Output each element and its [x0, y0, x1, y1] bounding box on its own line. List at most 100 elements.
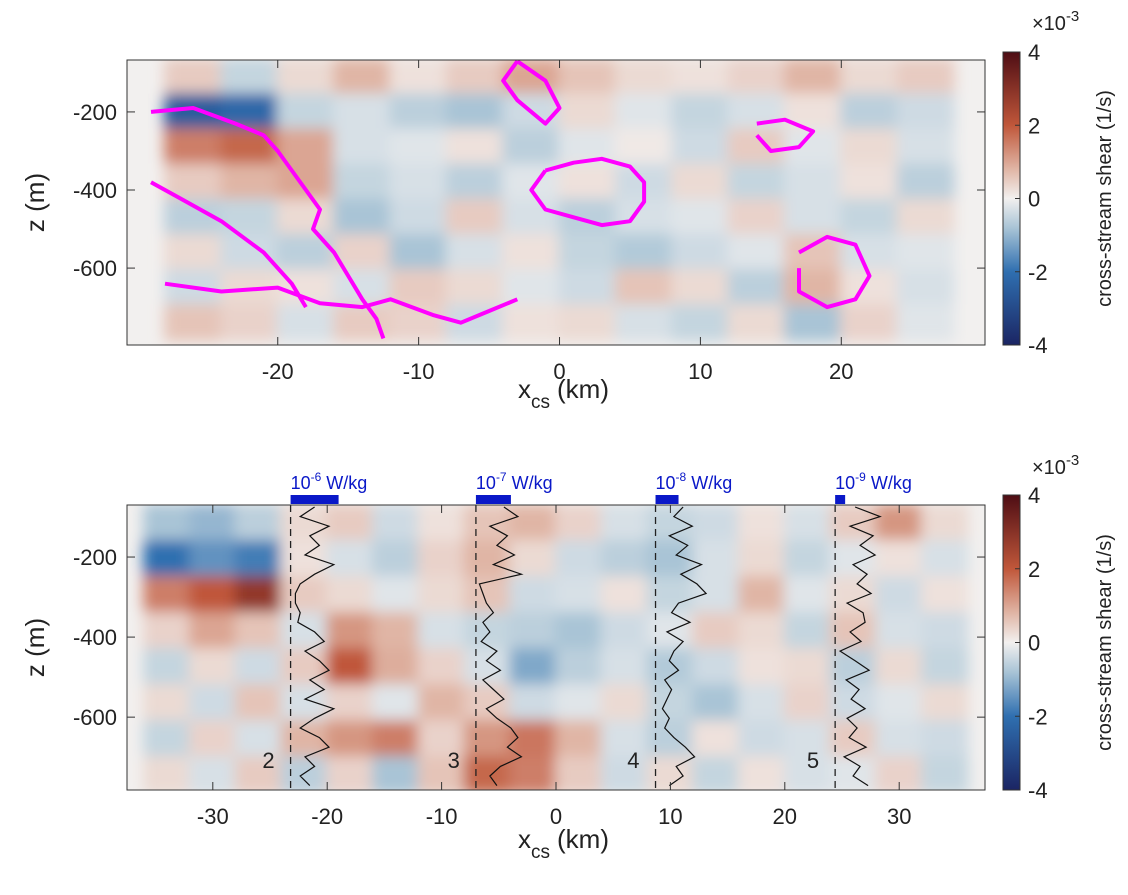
field-cell	[671, 269, 730, 307]
field-cell	[558, 269, 617, 307]
field-cell	[875, 540, 924, 579]
colorbar-tick-label: -4	[1028, 778, 1048, 803]
field-cell	[502, 304, 561, 342]
colorbar-tick-label: -2	[1028, 260, 1048, 285]
x-tick-label: -20	[262, 359, 294, 384]
field-cell	[164, 233, 223, 272]
field-clip	[127, 505, 985, 790]
field-cell	[143, 576, 191, 615]
colorbar-tick-label: 0	[1028, 631, 1040, 656]
field-cell	[326, 720, 374, 759]
field-cell	[600, 540, 649, 579]
field-cell	[326, 756, 374, 790]
field-cell	[502, 233, 561, 272]
y-tick-label: -400	[73, 625, 117, 650]
scale-exp: -9	[855, 470, 866, 484]
field-cell	[276, 233, 336, 272]
field-cell	[445, 198, 505, 236]
field-cell	[896, 304, 956, 342]
field-cell	[783, 163, 843, 201]
multiplier-exp: -3	[1066, 452, 1079, 469]
field-cell	[234, 648, 283, 687]
contour-line	[150, 180, 308, 309]
field-cell	[220, 163, 279, 201]
field-cell	[840, 60, 899, 96]
field-cell	[875, 684, 924, 723]
field-cell	[234, 540, 283, 579]
field-cell	[164, 93, 223, 131]
field-cell	[509, 684, 557, 723]
field-cell	[188, 612, 237, 651]
x-tick-label: 20	[773, 804, 797, 829]
field-cell	[445, 163, 505, 201]
scale-exp: -6	[311, 470, 322, 484]
field-cell	[727, 163, 786, 201]
field-cell	[188, 540, 237, 579]
field-cell	[164, 304, 223, 342]
field-cell	[371, 720, 420, 759]
scale-exp: -7	[496, 470, 507, 484]
field-cell	[509, 576, 557, 615]
field-cell	[326, 612, 374, 651]
field-cell	[558, 93, 617, 131]
colorbar-tick-label: 2	[1028, 113, 1040, 138]
field-cell	[276, 60, 336, 96]
field-cell	[600, 576, 649, 615]
field-cell	[600, 505, 649, 543]
field-cell	[326, 576, 374, 615]
field-cell	[234, 756, 283, 790]
field	[164, 60, 956, 342]
field-cell	[921, 648, 969, 687]
field-cell	[188, 684, 237, 723]
field-cell	[896, 163, 956, 201]
field-cell	[509, 648, 557, 687]
field-cell	[143, 756, 191, 790]
field-cell	[614, 128, 674, 166]
field-cell	[555, 505, 603, 543]
field-cell	[558, 60, 617, 96]
field-cell	[164, 128, 223, 166]
field-cell	[671, 304, 730, 342]
field-cell	[463, 720, 512, 759]
field-cell	[333, 60, 392, 96]
field-cell	[502, 198, 561, 236]
field-cell	[234, 612, 283, 651]
colorbar-label: cross-stream shear (1/s)	[1094, 90, 1116, 307]
field-cell	[921, 720, 969, 759]
field-cell	[326, 684, 374, 723]
field-cell	[727, 60, 786, 96]
field-cell	[326, 505, 374, 543]
colorbar-label: cross-stream shear (1/s)	[1094, 534, 1116, 751]
field-cell	[614, 60, 674, 96]
field-cell	[840, 128, 899, 166]
field-cell	[692, 720, 741, 759]
field-cell	[646, 576, 695, 615]
profile-label: 2	[262, 748, 274, 773]
field-cell	[829, 540, 878, 579]
field-cell	[220, 198, 279, 236]
field-cell	[143, 648, 191, 687]
field-cell	[829, 648, 878, 687]
field-cell	[280, 684, 329, 723]
contour-line	[797, 234, 872, 310]
field-cell	[389, 93, 448, 131]
field-cell	[445, 60, 505, 96]
field-cell	[234, 684, 283, 723]
field-cell	[600, 648, 649, 687]
field-cell	[896, 198, 956, 236]
field-cell	[692, 684, 741, 723]
field-cell	[326, 648, 374, 687]
field-cell	[463, 756, 512, 790]
field-cell	[234, 505, 283, 543]
scale-base: 10	[835, 473, 855, 493]
profile-line	[838, 506, 882, 787]
field-cell	[646, 720, 695, 759]
multiplier-base: ×10	[1032, 13, 1066, 35]
field-cell	[143, 684, 191, 723]
contour-line	[164, 281, 519, 325]
field-cell	[445, 233, 505, 272]
field-cell	[921, 540, 969, 579]
field-cell	[671, 233, 730, 272]
